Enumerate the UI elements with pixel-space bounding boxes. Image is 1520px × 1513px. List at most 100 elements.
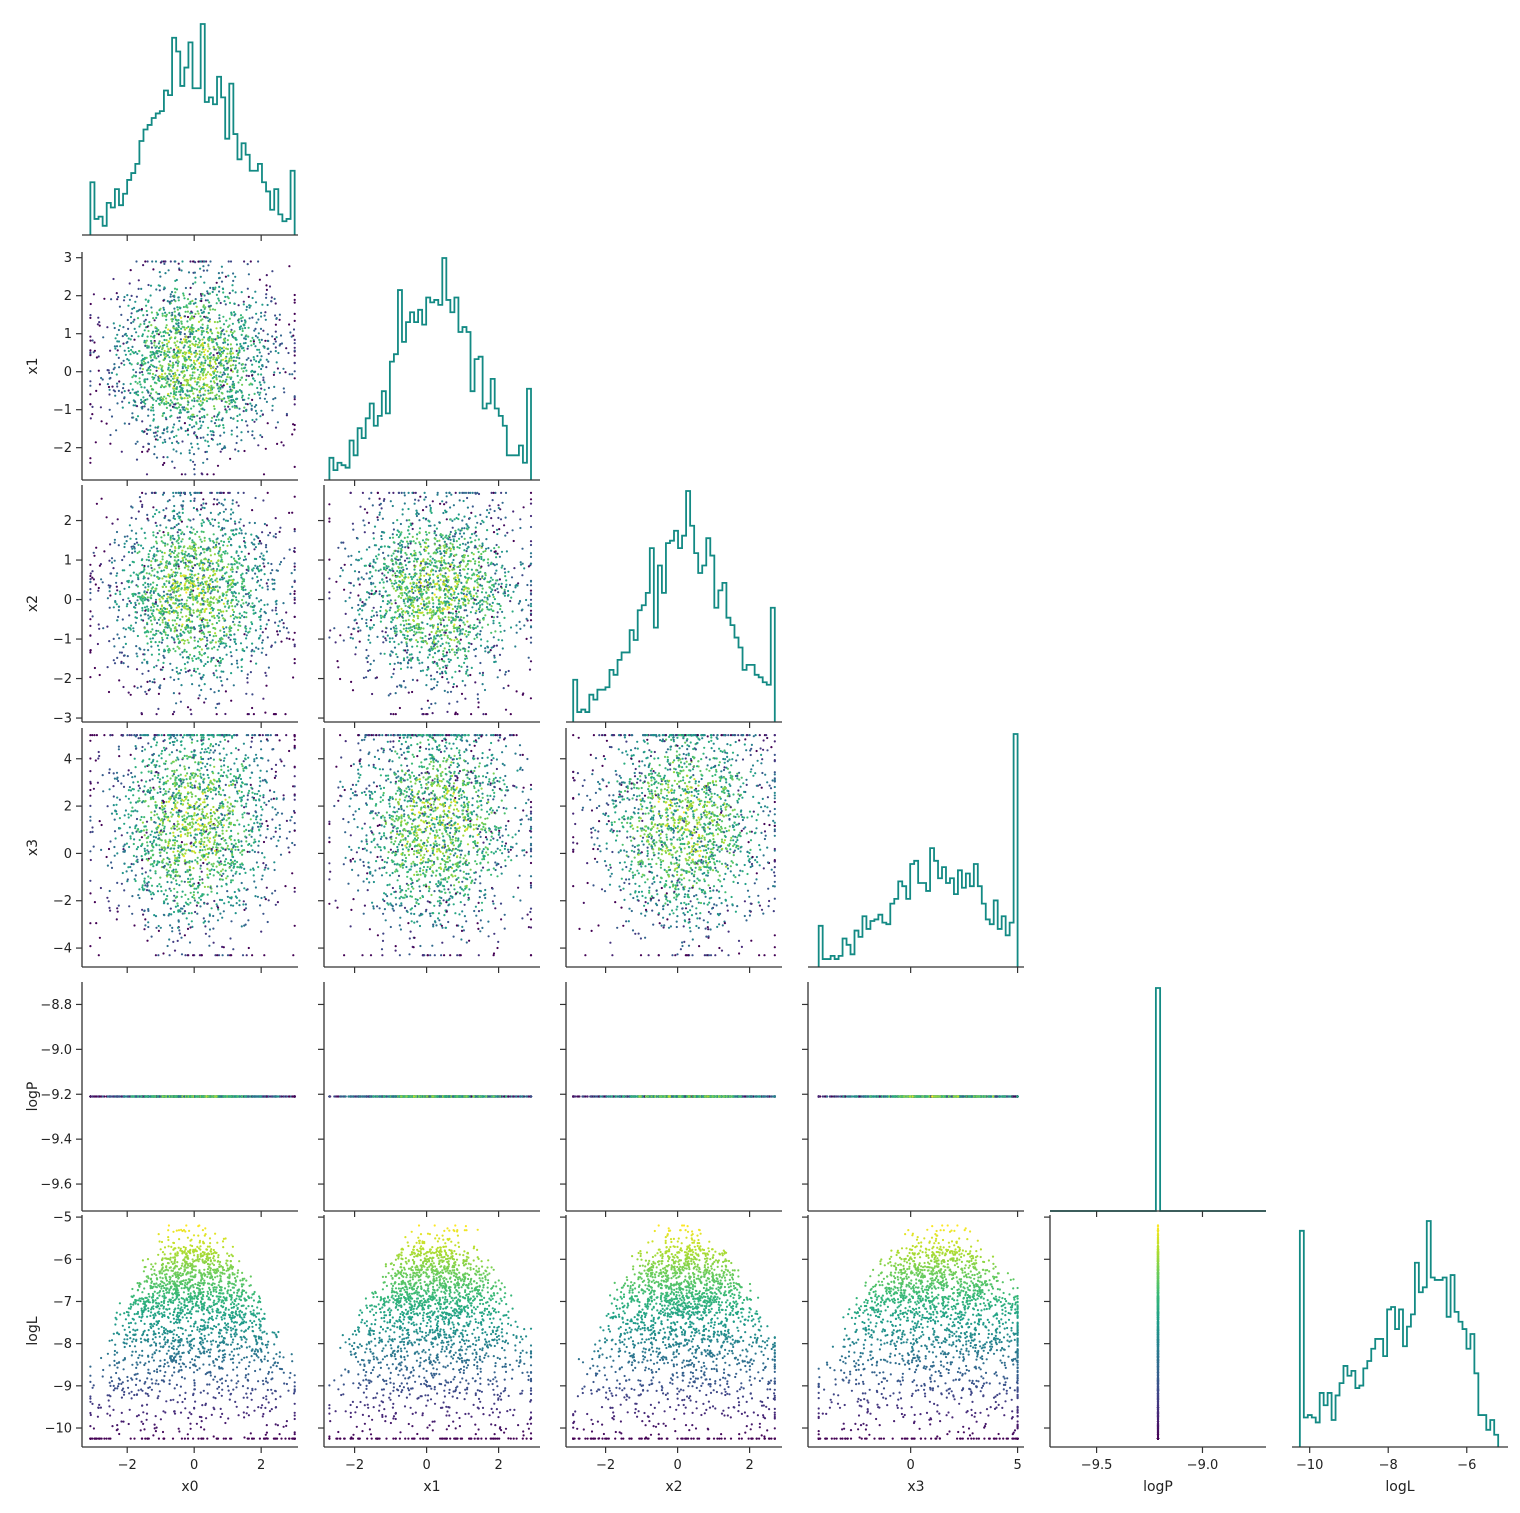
point-1215 bbox=[230, 563, 233, 566]
point-495 bbox=[237, 450, 240, 453]
point-1377 bbox=[198, 672, 201, 675]
point-1154 bbox=[91, 576, 94, 579]
point-1266 bbox=[168, 561, 171, 564]
point-1602 bbox=[171, 313, 174, 317]
point-1459 bbox=[240, 390, 243, 393]
point-566 bbox=[145, 304, 148, 307]
point-438 bbox=[404, 564, 407, 567]
point-136 bbox=[216, 676, 219, 679]
point-1440 bbox=[205, 400, 209, 403]
point-1514 bbox=[193, 397, 196, 400]
point-219 bbox=[191, 418, 194, 421]
point-647 bbox=[467, 650, 470, 653]
point-1631 bbox=[198, 390, 201, 393]
point-1309 bbox=[282, 444, 285, 447]
point-53 bbox=[288, 265, 291, 268]
point-730 bbox=[144, 593, 147, 596]
point-863 bbox=[452, 546, 455, 549]
point-184 bbox=[184, 558, 188, 561]
point-1200 bbox=[100, 376, 103, 380]
point-1253 bbox=[293, 370, 296, 373]
point-1331 bbox=[234, 522, 237, 525]
point-1255 bbox=[187, 271, 191, 274]
point-308 bbox=[222, 371, 225, 374]
point-611 bbox=[157, 629, 160, 633]
point-1972 bbox=[214, 362, 217, 365]
point-1833 bbox=[276, 569, 279, 572]
point-1110 bbox=[157, 425, 160, 428]
point-711 bbox=[404, 619, 408, 622]
point-1836 bbox=[198, 417, 201, 420]
point-1081 bbox=[228, 633, 232, 636]
point-1895 bbox=[202, 674, 205, 677]
point-1908 bbox=[144, 597, 147, 600]
point-935 bbox=[203, 369, 206, 372]
point-1405 bbox=[187, 345, 190, 348]
point-1322 bbox=[232, 398, 235, 401]
point-114 bbox=[414, 498, 417, 501]
point-289 bbox=[154, 641, 157, 644]
point-457 bbox=[367, 634, 370, 637]
point-358 bbox=[192, 518, 195, 521]
point-1423 bbox=[241, 580, 244, 583]
point-139 bbox=[210, 420, 213, 423]
point-533 bbox=[200, 522, 203, 525]
point-544 bbox=[194, 349, 197, 352]
point-1781 bbox=[140, 364, 143, 367]
point-1282 bbox=[226, 588, 230, 591]
point-1800 bbox=[231, 533, 234, 536]
point-1083 bbox=[155, 536, 158, 539]
point-688 bbox=[266, 422, 269, 425]
point-1196 bbox=[184, 670, 187, 674]
point-240 bbox=[464, 576, 467, 579]
point-1645 bbox=[147, 577, 150, 580]
point-1216 bbox=[273, 385, 276, 388]
point-380 bbox=[372, 537, 375, 540]
point-1340 bbox=[152, 581, 155, 584]
point-1773 bbox=[112, 277, 115, 281]
point-1965 bbox=[158, 687, 161, 690]
point-876 bbox=[454, 713, 457, 716]
point-1568 bbox=[227, 537, 230, 541]
point-1390 bbox=[203, 635, 206, 638]
point-105 bbox=[150, 409, 153, 412]
point-159 bbox=[447, 575, 450, 578]
point-727 bbox=[234, 364, 237, 367]
point-123 bbox=[461, 679, 464, 683]
point-129 bbox=[181, 363, 185, 366]
point-860 bbox=[235, 659, 239, 662]
point-1776 bbox=[224, 303, 227, 306]
point-1550 bbox=[138, 325, 141, 328]
point-1441 bbox=[132, 320, 135, 323]
point-1517 bbox=[143, 590, 146, 593]
ytick-label-x1-3: 1 bbox=[64, 327, 72, 342]
point-651 bbox=[200, 540, 203, 543]
point-90 bbox=[212, 601, 215, 605]
point-1939 bbox=[224, 380, 227, 383]
point-1323 bbox=[261, 557, 264, 560]
point-1047 bbox=[223, 498, 226, 501]
point-420 bbox=[247, 374, 250, 378]
point-34 bbox=[163, 534, 166, 537]
point-530 bbox=[495, 563, 498, 566]
point-570 bbox=[245, 646, 248, 649]
point-683 bbox=[475, 534, 478, 537]
point-1996 bbox=[161, 585, 164, 589]
point-678 bbox=[462, 603, 465, 606]
point-941 bbox=[481, 542, 484, 545]
point-151 bbox=[220, 359, 223, 362]
point-1725 bbox=[128, 282, 131, 285]
point-130 bbox=[97, 355, 100, 358]
point-158 bbox=[529, 619, 533, 622]
point-922 bbox=[203, 600, 206, 603]
point-319 bbox=[180, 598, 184, 601]
point-1515 bbox=[212, 672, 215, 675]
point-1866 bbox=[227, 260, 230, 263]
point-194 bbox=[218, 285, 221, 288]
point-191 bbox=[409, 582, 412, 585]
point-221 bbox=[458, 546, 461, 550]
point-983 bbox=[289, 331, 292, 334]
point-1437 bbox=[253, 538, 256, 541]
point-878 bbox=[123, 422, 126, 425]
point-893 bbox=[489, 649, 492, 652]
